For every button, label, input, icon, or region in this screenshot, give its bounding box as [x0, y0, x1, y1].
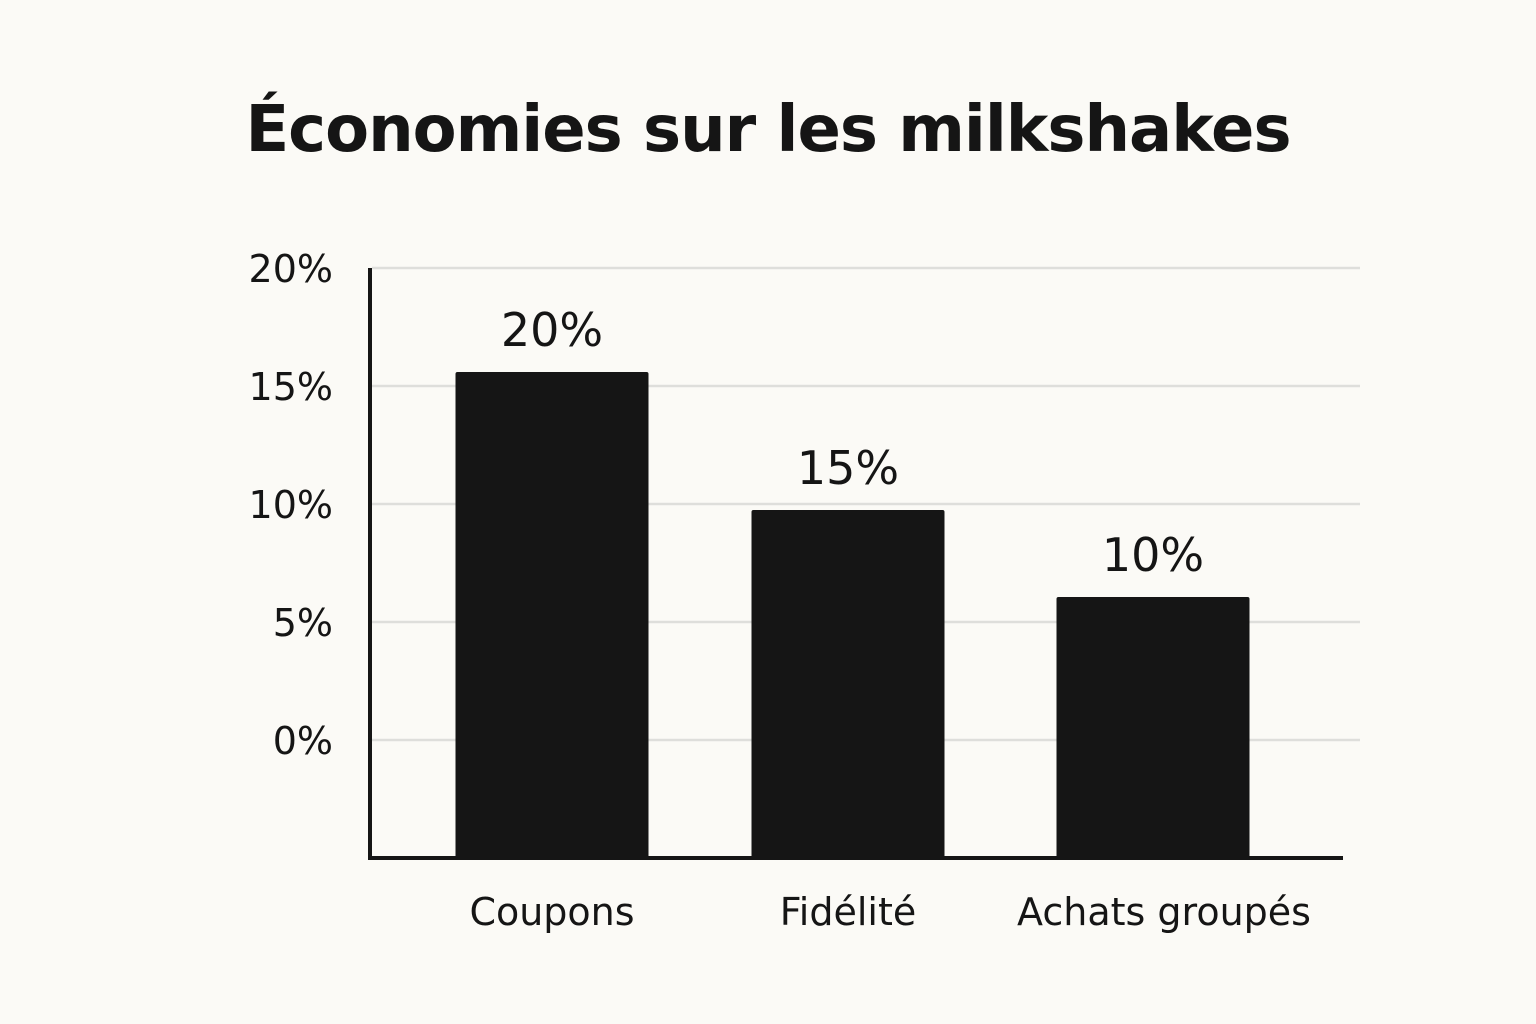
bar	[455, 372, 649, 858]
chart-title: Économies sur les milkshakes	[245, 93, 1291, 167]
bars	[455, 372, 1250, 858]
bar	[1056, 597, 1250, 858]
bar-value-label: 10%	[1102, 528, 1204, 582]
y-tick-label: 10%	[249, 483, 333, 527]
bar	[751, 510, 945, 858]
y-tick-label: 0%	[273, 719, 333, 763]
y-tick-label: 20%	[249, 247, 333, 291]
bar-value-label: 20%	[501, 303, 603, 357]
category-labels: Coupons Fidélité Achats groupés	[469, 890, 1311, 934]
axes	[368, 268, 1343, 860]
y-tick-label: 5%	[273, 601, 333, 645]
category-label: Fidélité	[780, 890, 917, 934]
category-label: Achats groupés	[1017, 890, 1311, 934]
bar-value-label: 15%	[797, 441, 899, 495]
y-tick-labels: 0% 5% 10% 15% 20%	[249, 247, 333, 763]
value-labels: 20% 15% 10%	[501, 303, 1204, 582]
category-label: Coupons	[469, 890, 634, 934]
y-tick-label: 15%	[249, 365, 333, 409]
